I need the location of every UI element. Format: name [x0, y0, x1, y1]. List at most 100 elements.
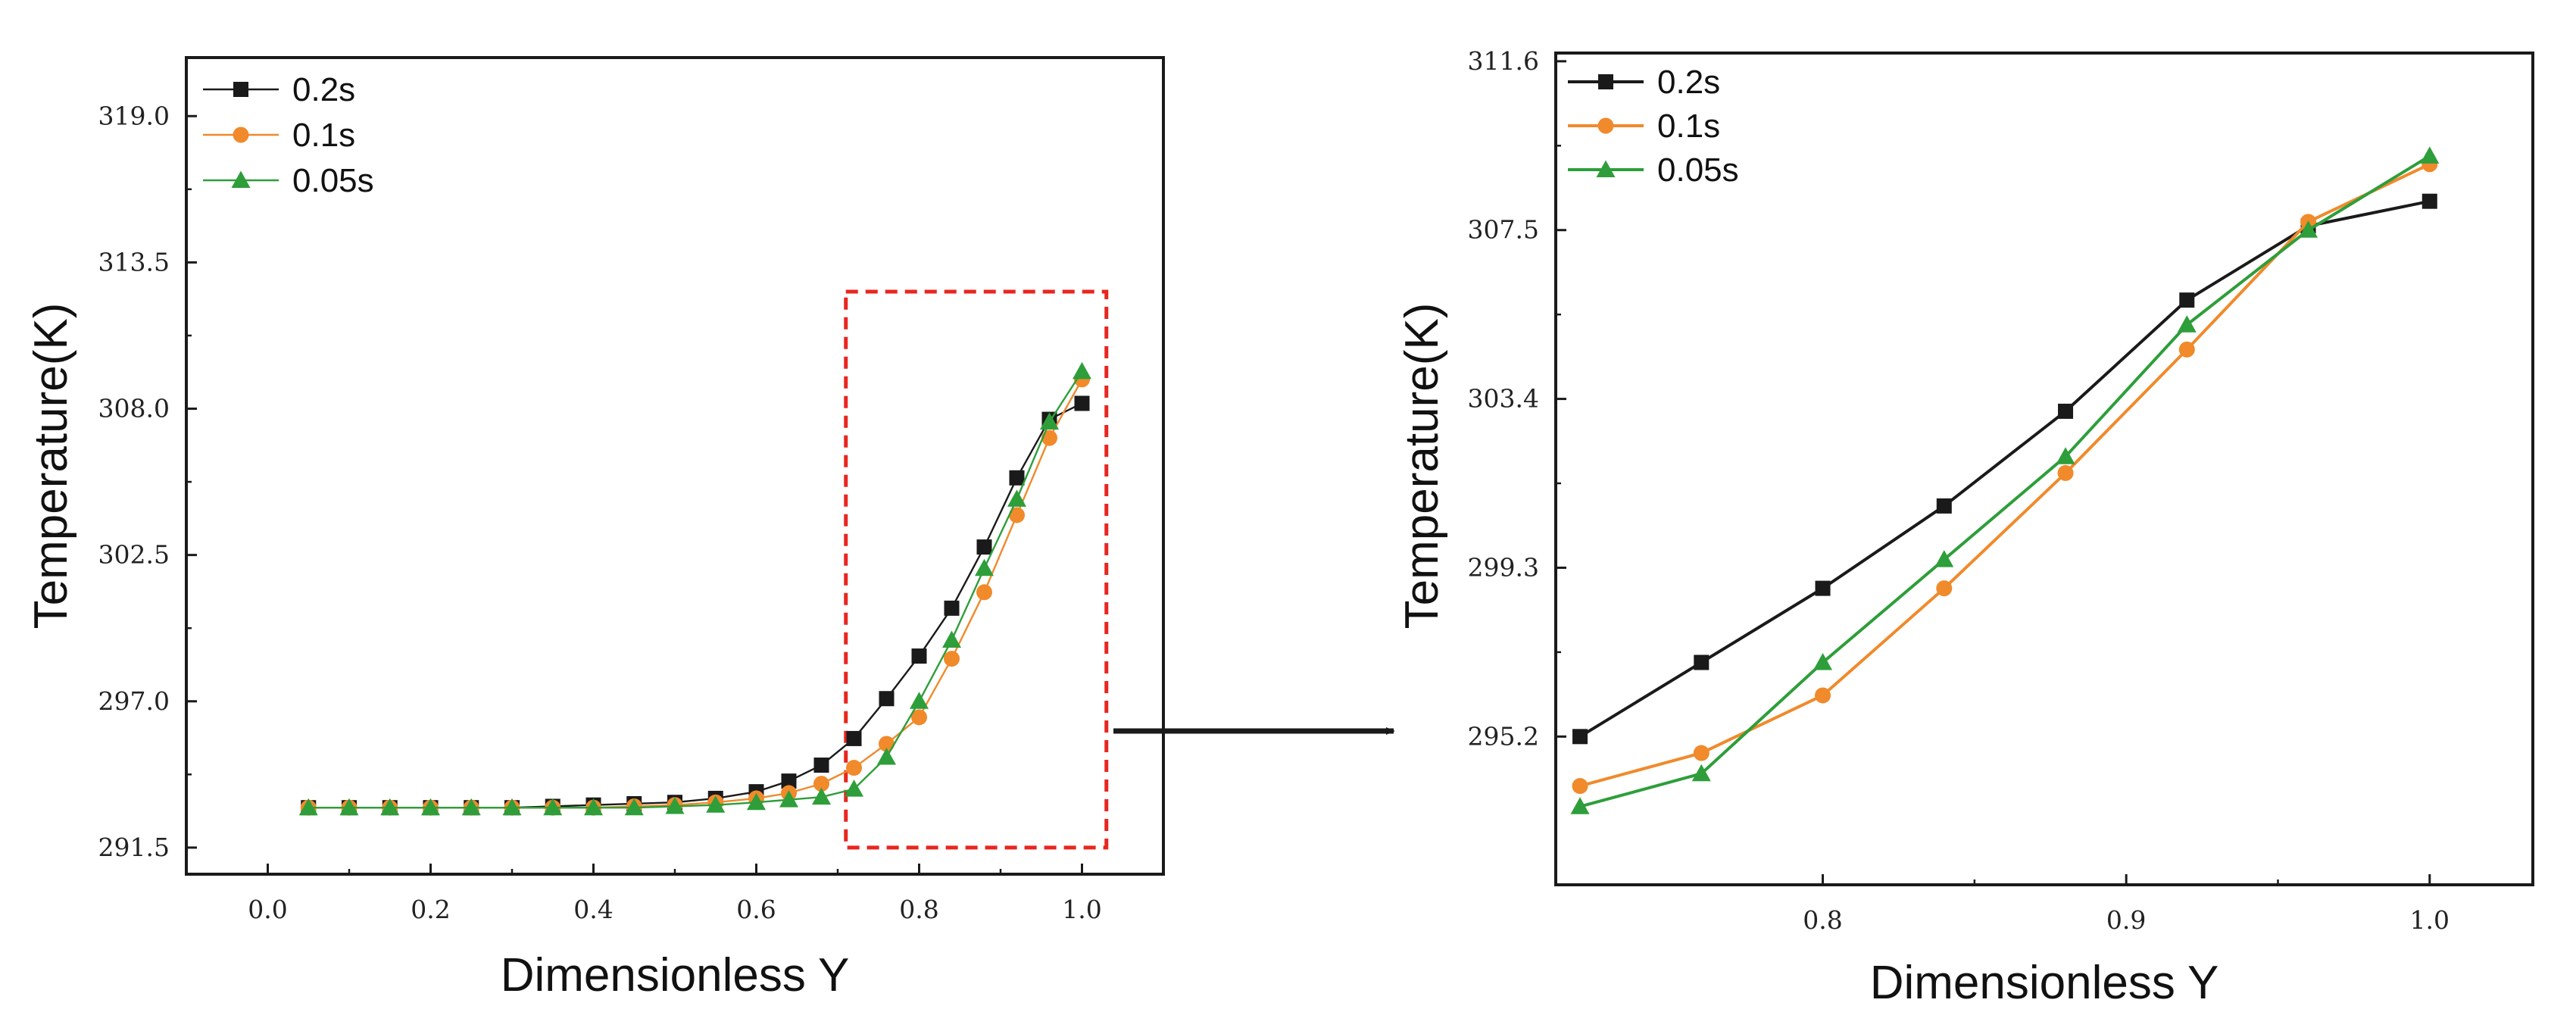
left-legend-label: 0.1s [292, 117, 355, 154]
left-data-point [845, 779, 863, 797]
left-series-0.2s [301, 395, 1090, 816]
left-x-axis-title: Dimensionless Y [501, 949, 850, 1001]
right-series-line [1579, 199, 2431, 739]
right-plot-frame [1554, 52, 2534, 886]
right-legend-label: 0.1s [1657, 108, 1720, 145]
left-data-point [846, 730, 862, 746]
right-y-tick-label: 299.3 [1468, 552, 1539, 582]
right-legend-label: 0.05s [1657, 152, 1739, 189]
right-data-point [1936, 498, 1952, 514]
left-series-0.05s [298, 361, 1091, 816]
left-data-point [1041, 430, 1057, 446]
left-legend: 0.2s 0.1s 0.05s [203, 71, 374, 199]
left-data-point [706, 795, 726, 813]
left-x-tick-label: 0.2 [411, 895, 450, 924]
left-y-tick-label: 319.0 [98, 101, 170, 130]
right-x-tick-label: 0.9 [2106, 905, 2146, 935]
left-series-line [308, 370, 1083, 809]
right-data-point [1813, 652, 1833, 670]
right-series-0.1s [1572, 156, 2438, 795]
left-data-point [944, 600, 960, 616]
left-x-tick-label: 0.0 [248, 895, 287, 924]
right-y-tick-label: 303.4 [1468, 384, 1539, 414]
left-data-point [911, 709, 927, 726]
right-y-axis-title: Temperature(K) [1396, 303, 1448, 630]
right-data-point [1691, 764, 1711, 782]
right-x-tick-label: 1.0 [2410, 905, 2450, 935]
left-y-tick-label: 297.0 [98, 686, 170, 716]
left-data-point [879, 691, 895, 707]
left-legend-label: 0.2s [292, 71, 355, 108]
left-series-line [308, 379, 1083, 809]
left-data-point [1007, 489, 1026, 507]
left-data-point [879, 736, 895, 752]
left-x-tick-label: 0.6 [736, 895, 776, 924]
left-data-point [779, 790, 798, 808]
left-data-point [976, 539, 992, 555]
left-data-point [1009, 507, 1025, 523]
left-x-tick-label: 0.8 [899, 895, 938, 924]
right-legend-marker [1598, 74, 1613, 89]
left-data-point [812, 787, 831, 805]
left-data-point [1074, 395, 1090, 411]
right-series-0.05s [1570, 146, 2440, 814]
right-x-axis-title: Dimensionless Y [1870, 957, 2219, 1009]
left-data-point [421, 798, 440, 816]
left-data-point [543, 798, 563, 816]
left-data-point [502, 798, 522, 816]
left-data-point [813, 776, 829, 792]
zoom-region-box [844, 289, 1109, 850]
left-data-point [747, 792, 766, 811]
left-data-point [1073, 361, 1091, 380]
left-data-point [665, 796, 685, 814]
left-y-tick-label: 291.5 [98, 833, 170, 862]
right-data-point [2056, 447, 2075, 464]
left-data-point [461, 798, 481, 816]
left-y-tick-label: 302.5 [98, 540, 170, 570]
right-data-point [2420, 146, 2440, 164]
right-data-point [1693, 745, 1710, 761]
left-legend-marker [231, 170, 251, 188]
right-series-0.2s [1572, 193, 2437, 745]
left-legend-label: 0.05s [292, 162, 374, 199]
right-data-point [1934, 550, 1954, 567]
left-data-point [624, 798, 644, 816]
left-data-point [975, 558, 994, 576]
left-y-axis-title: Temperature(K) [25, 303, 77, 630]
left-legend-marker [233, 82, 248, 97]
left-series-line [308, 402, 1083, 809]
right-legend-marker [1596, 160, 1616, 177]
left-chart-panel: 0.0 0.2 0.4 0.6 0.8 1.0 291.5 297.0 302.5 308.0 31… [25, 56, 1165, 1001]
right-data-point [1936, 580, 1953, 597]
left-data-point [339, 798, 359, 816]
right-series-line [1579, 162, 2431, 788]
left-data-point [584, 798, 603, 816]
left-data-point [911, 648, 927, 664]
left-series-0.1s [300, 371, 1090, 816]
left-data-point [781, 773, 797, 789]
right-data-point [2421, 193, 2437, 209]
left-data-point [942, 630, 961, 648]
right-y-tick-label: 307.5 [1468, 215, 1539, 245]
left-y-tick-label: 308.0 [98, 394, 170, 423]
right-data-point [2299, 220, 2318, 238]
right-data-point [1815, 580, 1831, 596]
right-data-point [1570, 797, 1590, 814]
right-data-point [2178, 341, 2195, 358]
right-y-tick-label: 295.2 [1468, 721, 1539, 751]
left-data-point [813, 758, 829, 773]
right-y-tick-label: 311.6 [1468, 46, 1539, 76]
left-data-point [1040, 412, 1059, 430]
left-x-tick-label: 1.0 [1062, 895, 1101, 924]
left-y-tick-label: 313.5 [98, 247, 170, 276]
left-data-point [380, 798, 400, 816]
right-x-tick-label: 0.8 [1803, 905, 1842, 935]
right-data-point [2057, 464, 2074, 481]
left-data-point [298, 798, 318, 816]
right-legend: 0.2s 0.1s 0.05s [1568, 64, 1739, 189]
left-x-tick-label: 0.4 [573, 895, 613, 924]
right-legend-label: 0.2s [1657, 64, 1720, 101]
left-legend-marker [233, 127, 249, 143]
